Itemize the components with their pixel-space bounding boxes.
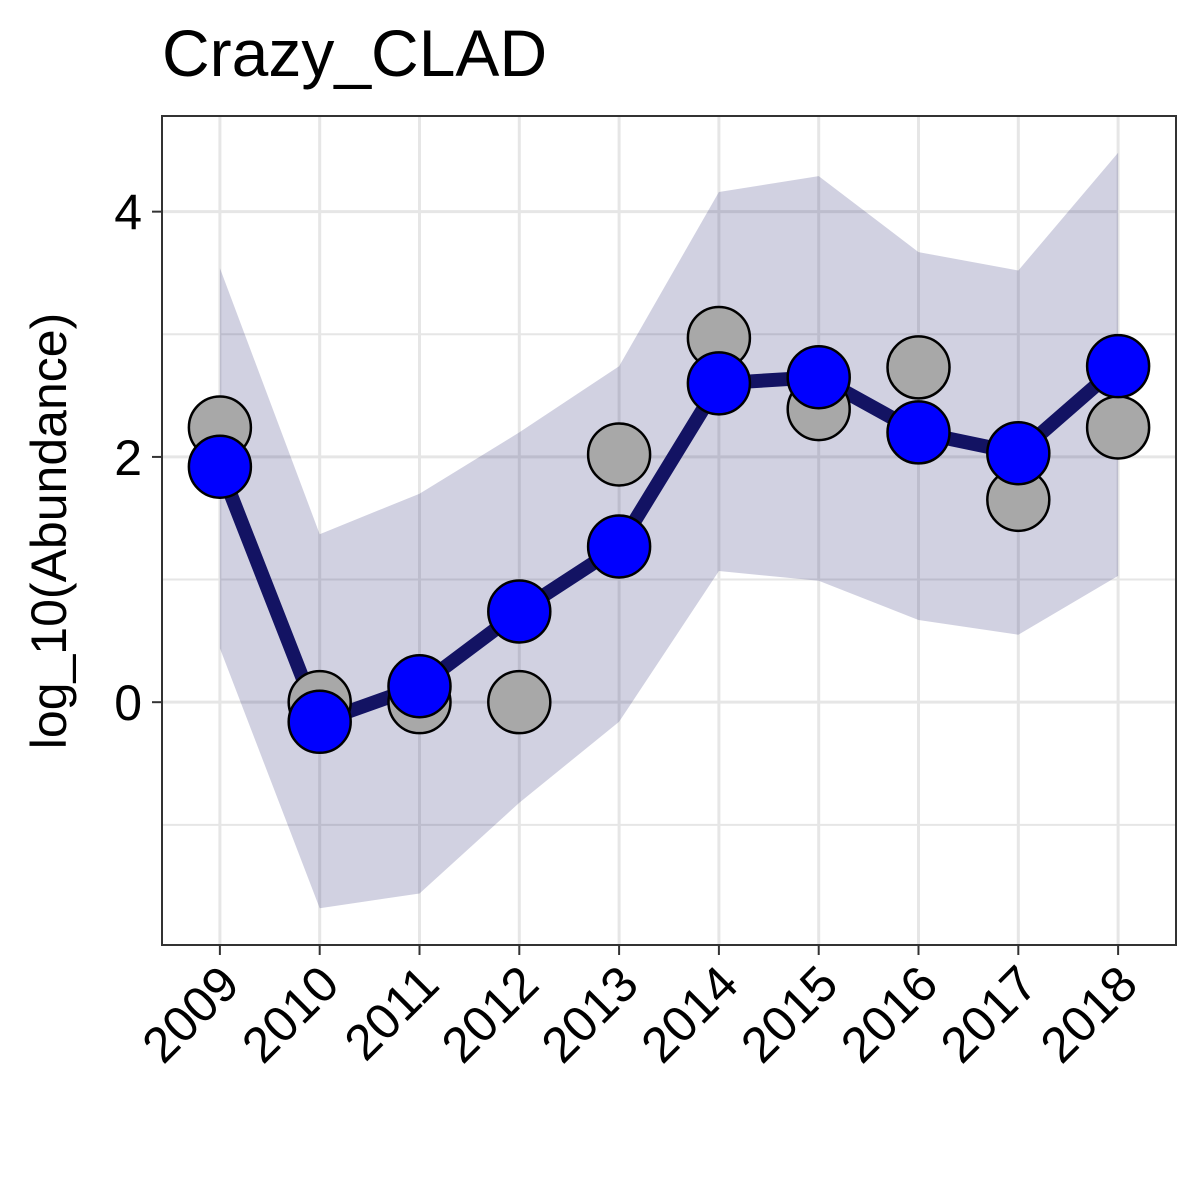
observed-point bbox=[1085, 395, 1151, 460]
fit-point bbox=[586, 514, 652, 579]
fit-line bbox=[213, 360, 1123, 729]
fit-point bbox=[387, 653, 452, 719]
fit-point bbox=[786, 344, 851, 410]
y-axis-label: log_10(Abundance) bbox=[21, 313, 77, 749]
fit-point bbox=[986, 420, 1051, 486]
fit-point bbox=[886, 400, 951, 465]
y-tick-label: 0 bbox=[114, 675, 142, 731]
fit-point bbox=[287, 689, 352, 755]
fit-point bbox=[487, 579, 552, 644]
fit-point bbox=[686, 351, 752, 416]
fit-points-layer bbox=[187, 333, 1151, 755]
observed-point bbox=[886, 335, 951, 400]
panel-border bbox=[161, 115, 1177, 946]
chart-title: Crazy_CLAD bbox=[162, 16, 547, 90]
fit-line-layer bbox=[213, 360, 1123, 729]
y-tick-label: 4 bbox=[114, 185, 142, 241]
observed-point bbox=[586, 422, 652, 487]
y-axis: 0 2 4 bbox=[114, 185, 162, 731]
fit-point bbox=[1085, 333, 1151, 399]
observed-point bbox=[487, 669, 552, 735]
fit-point bbox=[187, 434, 253, 499]
y-tick-label: 2 bbox=[114, 430, 142, 486]
